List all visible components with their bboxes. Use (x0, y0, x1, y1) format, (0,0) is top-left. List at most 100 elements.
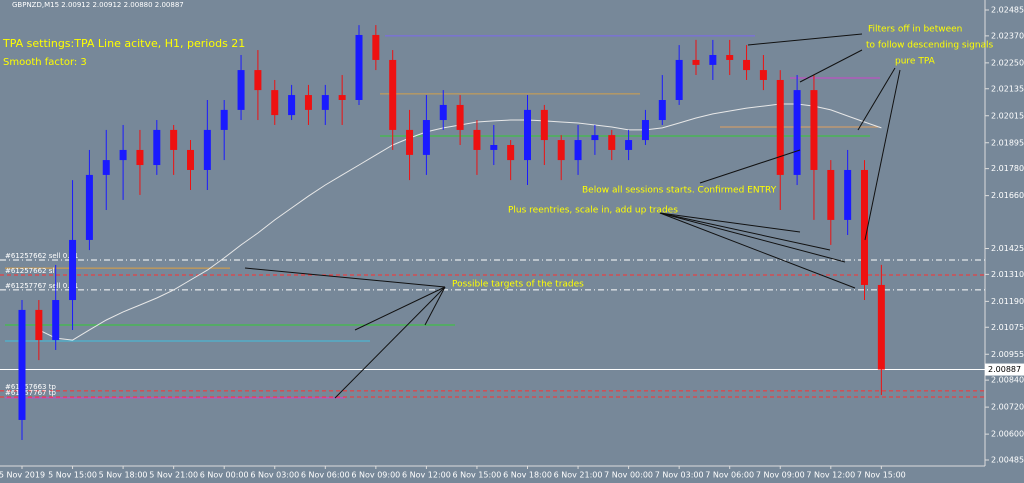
x-tick-label: 6 Nov 21:00 (554, 471, 603, 480)
candle-body (304, 95, 312, 110)
candle-body (35, 309, 43, 341)
annotation: Below all sessions starts. Confirmed ENT… (582, 186, 777, 196)
candle-body (170, 129, 178, 150)
pointer (659, 212, 831, 251)
y-tick-label: 2.02135 (991, 84, 1024, 93)
candle-body (574, 140, 582, 161)
annotation: Plus reentries, scale in, add up trades (508, 206, 678, 216)
candle-body (389, 59, 397, 130)
x-tick-label: 5 Nov 2019 (0, 471, 45, 480)
candle-body (507, 145, 515, 161)
pointer (334, 286, 446, 399)
candle-body (69, 239, 77, 301)
x-tick-label: 6 Nov 06:00 (301, 471, 350, 480)
y-tick-label: 2.02250 (991, 58, 1024, 67)
pointer (659, 212, 856, 289)
candle-body (641, 120, 649, 141)
candle-body (136, 149, 144, 166)
candle-body (288, 95, 296, 116)
candle-body (743, 59, 751, 71)
x-tick-label: 7 Nov 06:00 (705, 471, 754, 480)
candle-body (877, 284, 885, 370)
y-tick-label: 2.02015 (991, 111, 1024, 120)
y-tick-label: 2.01310 (991, 270, 1024, 279)
bid-label: 2.00887 (988, 365, 1021, 374)
pointer (659, 212, 801, 233)
y-tick-label: 2.01660 (991, 191, 1024, 200)
candle-body (591, 135, 599, 141)
pointer (659, 212, 846, 263)
candle-body (844, 169, 852, 220)
x-tick-label: 5 Nov 18:00 (99, 471, 148, 480)
y-tick-label: 2.01075 (991, 323, 1024, 332)
candle-body (237, 70, 245, 110)
candle-body (473, 129, 481, 150)
annotation: Possible targets of the trades (452, 280, 584, 290)
x-tick-label: 5 Nov 21:00 (149, 471, 198, 480)
annotation: to follow descending signals (866, 41, 994, 51)
candle-body (52, 300, 60, 341)
candle-body (321, 95, 329, 110)
candle-body (692, 59, 700, 65)
pointer (857, 67, 896, 131)
candle-body (102, 160, 110, 175)
y-tick-label: 2.00720 (991, 403, 1024, 412)
candle-body (355, 34, 363, 100)
annotation: Filters off in between (868, 25, 962, 35)
candle-body (187, 149, 194, 170)
x-tick-label: 6 Nov 18:00 (503, 471, 552, 480)
y-tick-label: 2.00600 (991, 430, 1024, 439)
x-tick-label: 6 Nov 00:00 (200, 471, 249, 480)
candle-body (406, 129, 414, 155)
y-tick-label: 2.01190 (991, 297, 1024, 306)
candle-body (608, 135, 616, 150)
y-tick-label: 2.01895 (991, 138, 1024, 147)
pointer (747, 33, 863, 46)
pointer (799, 49, 863, 83)
y-tick-label: 2.00955 (991, 350, 1024, 359)
candle-body (338, 95, 346, 100)
y-tick-label: 2.01425 (991, 244, 1024, 253)
candle-body (490, 145, 498, 150)
candle-body (861, 169, 868, 285)
candle-body (456, 104, 464, 130)
order-label: #61257662 sell 0.01 (5, 252, 78, 260)
candle-body (658, 100, 666, 121)
candle-body (675, 59, 683, 100)
candle-body (726, 55, 734, 60)
candle-body (220, 109, 228, 130)
x-tick-label: 6 Nov 15:00 (453, 471, 502, 480)
order-label: #61257767 sell 0.01 (5, 282, 78, 290)
x-tick-label: 7 Nov 15:00 (857, 471, 906, 480)
candle-body (776, 79, 784, 175)
candle-body (85, 174, 93, 240)
candle-body (540, 109, 548, 141)
pointer-lines (244, 33, 901, 399)
y-tick-label: 2.00485 (991, 456, 1024, 465)
candle-body (203, 129, 211, 170)
pointer (699, 149, 801, 184)
pointer (864, 69, 901, 241)
annotation: pure TPA (895, 57, 936, 67)
candle-body (153, 129, 161, 166)
x-tick-label: 7 Nov 00:00 (604, 471, 653, 480)
bid-box (985, 363, 1024, 376)
chart-title: GBPNZD,M15 2.00912 2.00912 2.00880 2.008… (12, 1, 184, 9)
candle-body (827, 169, 835, 220)
y-tick-label: 2.00840 (991, 376, 1024, 385)
annotation: Smooth factor: 3 (3, 57, 87, 68)
order-label: #61257767 tp (5, 389, 56, 397)
pointer (244, 267, 446, 288)
candle-body (759, 70, 767, 80)
annotation: TPA settings:TPA Line acitve, H1, period… (2, 37, 245, 50)
x-tick-label: 6 Nov 12:00 (402, 471, 451, 480)
candle-body (271, 90, 279, 116)
x-tick-label: 7 Nov 09:00 (756, 471, 805, 480)
candle-body (254, 70, 262, 91)
x-tick-label: 7 Nov 12:00 (806, 471, 855, 480)
x-tick-label: 7 Nov 03:00 (655, 471, 704, 480)
candle-body (422, 120, 430, 155)
candle-body (810, 90, 818, 170)
